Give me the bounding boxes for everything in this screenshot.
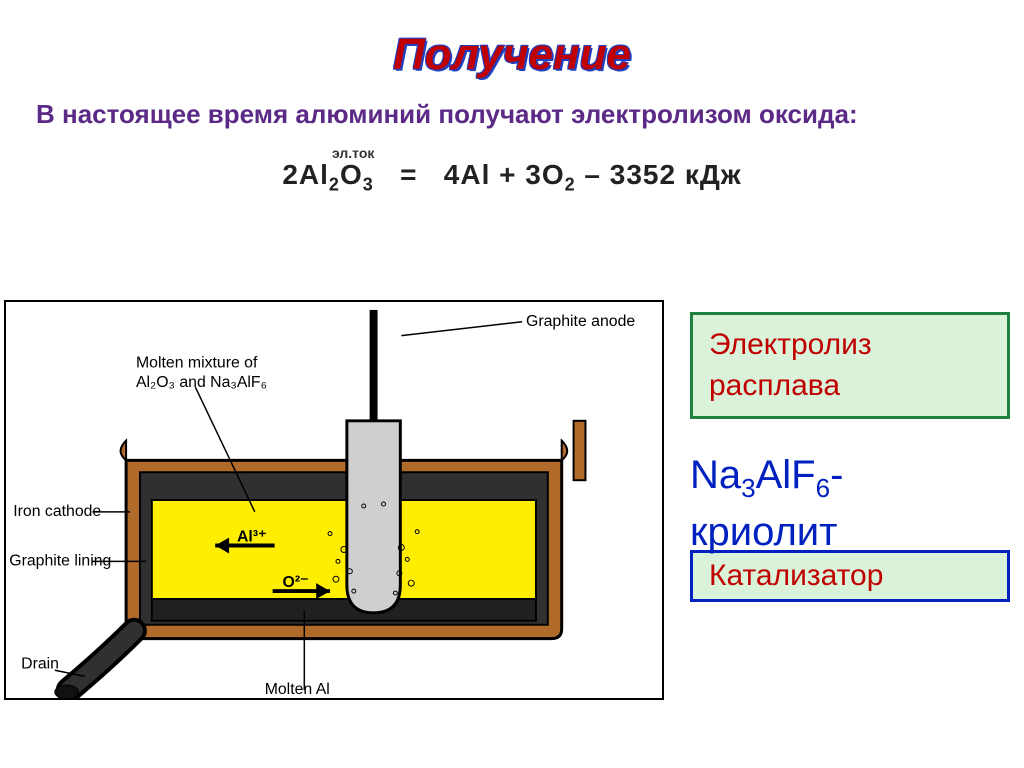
intro-text: В настоящее время алюминий получают элек… (0, 80, 1024, 131)
eq-lhs-coeff: 2 (282, 159, 299, 190)
label-graphite-anode: Graphite anode (526, 313, 635, 330)
label-molten-mixture-1: Molten mixture of (136, 354, 258, 371)
page-title: Получение (0, 0, 1024, 80)
eq-lhs-sub2: 3 (363, 174, 374, 194)
al-ion-label: Al³⁺ (237, 529, 266, 546)
box1-line2: расплава (709, 366, 991, 407)
eq-tail: – 3352 кДж (576, 159, 742, 190)
o-ion-label: O²⁻ (283, 574, 309, 591)
drain-pipe-inner (69, 631, 134, 690)
equation-block: эл.ток 2Al2O3 = 4Al + 3O2 – 3352 кДж (0, 159, 1024, 196)
drain-opening (55, 685, 79, 698)
eq-lhs-sub1: 2 (329, 174, 340, 194)
right-column: Электролиз расплава Na3AlF6- криолит Кат… (690, 312, 1010, 602)
cryo-p3: 6 (816, 473, 830, 503)
eq-rhs: 4Al + 3O (444, 159, 565, 190)
tank-vent (574, 421, 586, 480)
label-drain: Drain (21, 655, 59, 672)
cryo-p2: AlF (756, 453, 816, 497)
eq-lhs-al: Al (299, 159, 329, 190)
tank-lip-right (562, 441, 568, 461)
cryolite-formula: Na3AlF6- криолит (690, 449, 1010, 558)
label-graphite-lining: Graphite lining (9, 552, 111, 569)
cryo-p0: Na (690, 453, 741, 497)
cryo-p4: - (830, 453, 843, 497)
tank-lip-left (121, 441, 127, 461)
diagram-svg: Al³⁺ O²⁻ Graphite anode Molten mixture o… (6, 302, 662, 698)
molten-al-layer (152, 599, 536, 621)
eq-eq: = (400, 159, 417, 190)
eq-rhs-sub: 2 (565, 174, 576, 194)
molten-mixture (152, 500, 536, 599)
cryolite-word: криолит (690, 510, 837, 554)
lead-graphite-anode (401, 322, 522, 336)
electrolysis-melt-box: Электролиз расплава (690, 312, 1010, 419)
equation-condition-label: эл.ток (332, 145, 374, 161)
equation: 2Al2O3 = 4Al + 3O2 – 3352 кДж (0, 159, 1024, 196)
cryo-p1: 3 (741, 473, 755, 503)
label-molten-al: Molten Al (265, 681, 330, 698)
graphite-anode-shape (347, 421, 400, 613)
label-molten-mixture-2: Al₂O₃ and Na₃AlF₆ (136, 374, 267, 391)
electrolysis-diagram: Al³⁺ O²⁻ Graphite anode Molten mixture o… (4, 300, 664, 700)
eq-lhs-o: O (340, 159, 363, 190)
anode-rod (370, 310, 378, 421)
label-iron-cathode: Iron cathode (13, 503, 101, 520)
box1-line1: Электролиз (709, 325, 991, 366)
